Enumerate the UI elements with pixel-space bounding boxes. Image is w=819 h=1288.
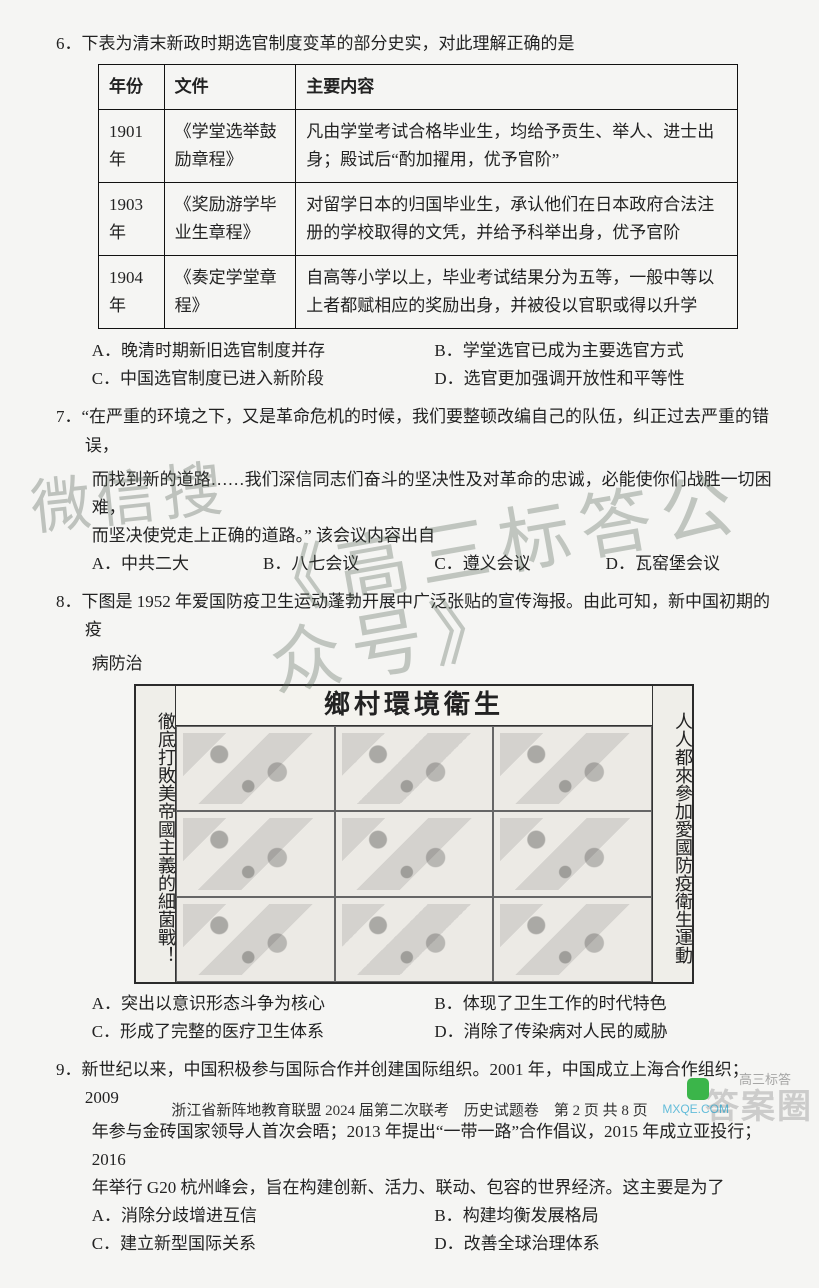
q8-opt-d: D．消除了传染病对人民的威胁 xyxy=(434,1018,777,1046)
cell: 1904 年 xyxy=(99,256,165,329)
poster-grid: 鄉村環境衛生 xyxy=(176,686,652,982)
poster-cell xyxy=(493,726,652,811)
opt-text: 消除了传染病对人民的威胁 xyxy=(464,1022,668,1041)
q9-opt-d: D．改善全球治理体系 xyxy=(434,1230,777,1258)
opt-text: 消除分歧增进互信 xyxy=(121,1206,257,1225)
poster-cell xyxy=(493,897,652,982)
q6-opt-c: C．中国选官制度已进入新阶段 xyxy=(92,365,435,393)
opt-text: 选官更加强调开放性和平等性 xyxy=(464,369,685,388)
opt-text: 学堂选官已成为主要选官方式 xyxy=(463,341,684,360)
q9-line3: 年举行 G20 杭州峰会，旨在构建创新、活力、联动、包容的世界经济。这主要是为了 xyxy=(56,1174,777,1202)
q7-opt-a: A．中共二大 xyxy=(92,550,263,578)
q7-line1: “在严重的环境之下，又是革命危机的时候，我们要整顿改编自己的队伍，纠正过去严重的… xyxy=(82,407,770,454)
opt-text: 中共二大 xyxy=(121,554,189,573)
question-6: 6．下表为清末新政时期选官制度变革的部分史实，对此理解正确的是 年份 文件 主要… xyxy=(56,30,777,393)
opt-text: 八七会议 xyxy=(291,554,359,573)
q7-options: A．中共二大 B．八七会议 C．遵义会议 D．瓦窑堡会议 xyxy=(56,550,777,578)
cell: 《奏定学堂章程》 xyxy=(164,256,296,329)
poster-cell xyxy=(176,897,335,982)
opt-text: 瓦窑堡会议 xyxy=(635,554,720,573)
poster-cell xyxy=(335,897,494,982)
poster-cell xyxy=(176,726,335,811)
cell: 1903 年 xyxy=(99,183,165,256)
cell: 《学堂选举鼓励章程》 xyxy=(164,110,296,183)
th-content: 主要内容 xyxy=(296,65,738,110)
poster-cell xyxy=(493,811,652,896)
poster-banner: 鄉村環境衛生 xyxy=(176,686,652,726)
q9-number: 9． xyxy=(56,1060,82,1079)
q7-opt-b: B．八七会议 xyxy=(263,550,434,578)
poster-cell xyxy=(335,811,494,896)
q6-opt-b: B．学堂选官已成为主要选官方式 xyxy=(434,337,777,365)
opt-text: 改善全球治理体系 xyxy=(464,1234,600,1253)
table-row: 年份 文件 主要内容 xyxy=(99,65,738,110)
poster-cell xyxy=(176,811,335,896)
q6-opt-d: D．选官更加强调开放性和平等性 xyxy=(434,365,777,393)
th-year: 年份 xyxy=(99,65,165,110)
poster-left-strip: 徹底打敗美帝國主義的細菌戰！ xyxy=(136,686,176,982)
q6-opt-a: A．晚清时期新旧选官制度并存 xyxy=(92,337,435,365)
q7-number: 7． xyxy=(56,407,82,426)
q7-opt-d: D．瓦窑堡会议 xyxy=(606,550,777,578)
table-row: 1901 年 《学堂选举鼓励章程》 凡由学堂考试合格毕业生，均给予贡生、举人、进… xyxy=(99,110,738,183)
cell: 1901 年 xyxy=(99,110,165,183)
q9-line2: 年参与金砖国家领导人首次会晤；2013 年提出“一带一路”合作倡议，2015 年… xyxy=(56,1118,777,1174)
q8-options: A．突出以意识形态斗争为核心 B．体现了卫生工作的时代特色 C．形成了完整的医疗… xyxy=(56,990,777,1046)
opt-text: 构建均衡发展格局 xyxy=(463,1206,599,1225)
q6-stem-text: 下表为清末新政时期选官制度变革的部分史实，对此理解正确的是 xyxy=(82,34,575,53)
q8-poster: 徹底打敗美帝國主義的細菌戰！ 鄉村環境衛生 人人都來參加愛國防疫衛生運動 xyxy=(134,684,694,984)
q9-opt-b: B．构建均衡发展格局 xyxy=(434,1202,777,1230)
q8-opt-a: A．突出以意识形态斗争为核心 xyxy=(92,990,435,1018)
q9-options: A．消除分歧增进互信 B．构建均衡发展格局 C．建立新型国际关系 D．改善全球治… xyxy=(56,1202,777,1258)
cell: 《奖励游学毕业生章程》 xyxy=(164,183,296,256)
q7-opt-c: C．遵义会议 xyxy=(434,550,605,578)
exam-page: 6．下表为清末新政时期选官制度变革的部分史实，对此理解正确的是 年份 文件 主要… xyxy=(0,0,819,1288)
q7-line3: 而坚决使党走上正确的道路。” 该会议内容出自 xyxy=(56,522,777,550)
q7-stem: 7．“在严重的环境之下，又是革命危机的时候，我们要整顿改编自己的队伍，纠正过去严… xyxy=(56,403,777,459)
q9-opt-c: C．建立新型国际关系 xyxy=(92,1230,435,1258)
opt-text: 遵义会议 xyxy=(463,554,531,573)
q8-stem: 8．下图是 1952 年爱国防疫卫生运动蓬勃开展中广泛张贴的宣传海报。由此可知，… xyxy=(56,588,777,644)
cell: 自高等小学以上，毕业考试结果分为五等，一般中等以上者都赋相应的奖励出身，并被役以… xyxy=(296,256,738,329)
table-row: 1903 年 《奖励游学毕业生章程》 对留学日本的归国毕业生，承认他们在日本政府… xyxy=(99,183,738,256)
opt-text: 中国选官制度已进入新阶段 xyxy=(120,369,324,388)
q8-line1: 下图是 1952 年爱国防疫卫生运动蓬勃开展中广泛张贴的宣传海报。由此可知，新中… xyxy=(82,592,771,639)
opt-text: 建立新型国际关系 xyxy=(120,1234,256,1253)
q8-number: 8． xyxy=(56,592,82,611)
q9-opt-a: A．消除分歧增进互信 xyxy=(92,1202,435,1230)
question-9: 9．新世纪以来，中国积极参与国际合作并创建国际组织。2001 年，中国成立上海合… xyxy=(56,1056,777,1258)
opt-text: 形成了完整的医疗卫生体系 xyxy=(120,1022,324,1041)
table-row: 1904 年 《奏定学堂章程》 自高等小学以上，毕业考试结果分为五等，一般中等以… xyxy=(99,256,738,329)
th-file: 文件 xyxy=(164,65,296,110)
cell: 凡由学堂考试合格毕业生，均给予贡生、举人、进士出身；殿试后“酌加擢用，优予官阶” xyxy=(296,110,738,183)
cell: 对留学日本的归国毕业生，承认他们在日本政府合法注册的学校取得的文凭，并给予科举出… xyxy=(296,183,738,256)
q6-table: 年份 文件 主要内容 1901 年 《学堂选举鼓励章程》 凡由学堂考试合格毕业生… xyxy=(98,64,738,329)
q8-line2: 病防治 xyxy=(56,650,777,678)
opt-text: 突出以意识形态斗争为核心 xyxy=(121,994,325,1013)
poster-right-strip: 人人都來參加愛國防疫衛生運動 xyxy=(652,686,692,982)
question-8: 8．下图是 1952 年爱国防疫卫生运动蓬勃开展中广泛张贴的宣传海报。由此可知，… xyxy=(56,588,777,1046)
q6-stem: 6．下表为清末新政时期选官制度变革的部分史实，对此理解正确的是 xyxy=(56,30,777,58)
q8-opt-b: B．体现了卫生工作的时代特色 xyxy=(434,990,777,1018)
q6-number: 6． xyxy=(56,34,82,53)
poster-cell xyxy=(335,726,494,811)
q8-opt-c: C．形成了完整的医疗卫生体系 xyxy=(92,1018,435,1046)
q6-options: A．晚清时期新旧选官制度并存 B．学堂选官已成为主要选官方式 C．中国选官制度已… xyxy=(56,337,777,393)
opt-text: 晚清时期新旧选官制度并存 xyxy=(121,341,325,360)
question-7: 7．“在严重的环境之下，又是革命危机的时候，我们要整顿改编自己的队伍，纠正过去严… xyxy=(56,403,777,577)
q7-line2: 而找到新的道路……我们深信同志们奋斗的坚决性及对革命的忠诚，必能使你们战胜一切困… xyxy=(56,466,777,522)
page-footer: 浙江省新阵地教育联盟 2024 届第二次联考 历史试题卷 第 2 页 共 8 页 xyxy=(0,1099,819,1120)
opt-text: 体现了卫生工作的时代特色 xyxy=(463,994,667,1013)
